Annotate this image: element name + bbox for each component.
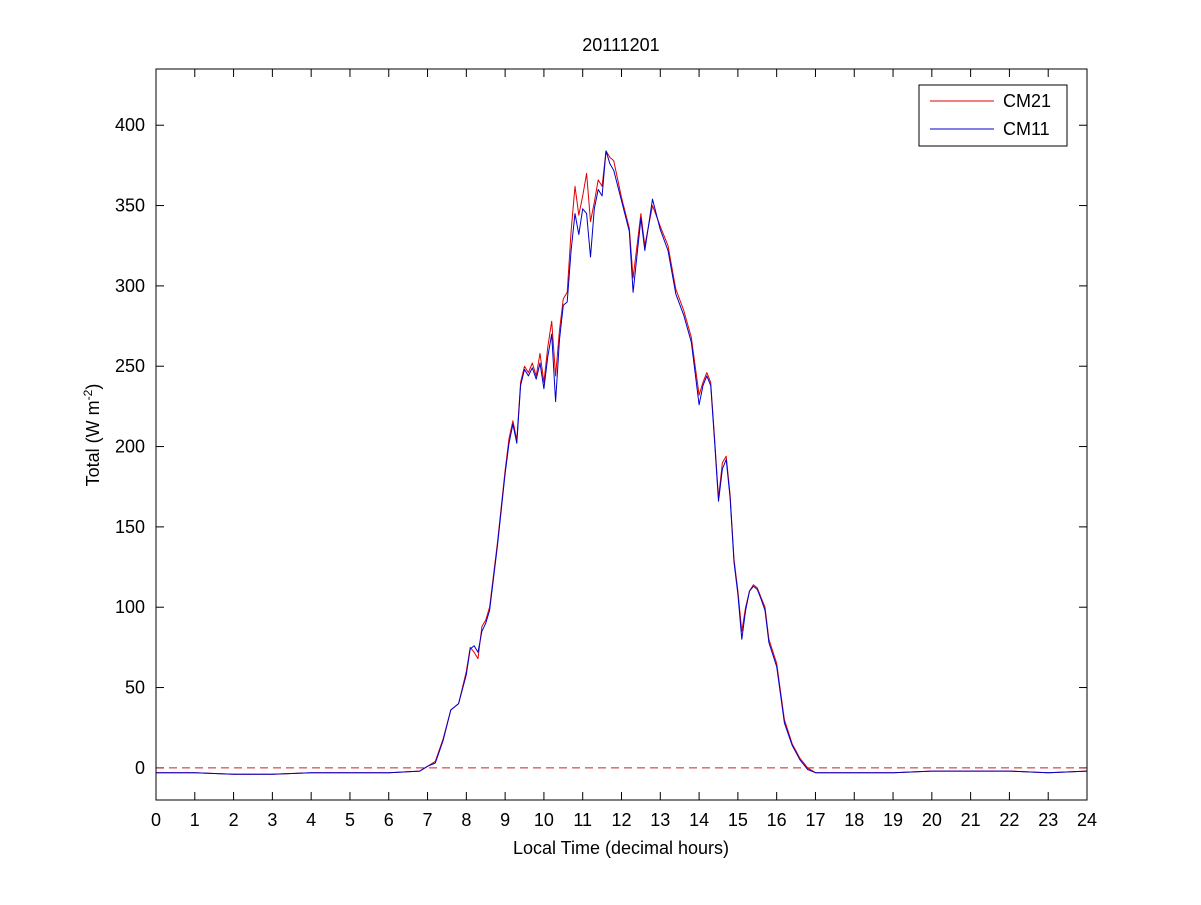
y-tick-label: 100 [115,597,145,617]
y-axis-label-superscript: -2 [81,389,95,400]
x-tick-label: 12 [611,810,631,830]
y-tick-label: 150 [115,517,145,537]
x-tick-label: 22 [999,810,1019,830]
x-tick-label: 3 [267,810,277,830]
y-axis-label: Total (W m-2) [81,384,103,487]
x-tick-label: 9 [500,810,510,830]
legend: CM21 CM11 [918,84,1068,147]
x-tick-label: 8 [461,810,471,830]
y-tick-label: 250 [115,356,145,376]
x-tick-label: 23 [1038,810,1058,830]
series-line-cm21 [156,150,1088,775]
x-tick-label: 4 [306,810,316,830]
y-tick-label: 400 [115,115,145,135]
x-tick-label: 11 [573,810,592,830]
x-tick-label: 20 [922,810,942,830]
x-tick-label: 17 [805,810,825,830]
x-tick-label: 10 [534,810,554,830]
x-tick-label: 14 [689,810,709,830]
x-tick-labels: 0 1 2 3 4 5 6 7 8 9 10 11 12 13 14 15 16 17 18 19 20 21 22 23 24 [151,810,1097,830]
x-tick-label: 16 [767,810,787,830]
y-axis-label-main: Total (W m [83,400,103,486]
x-tick-label: 21 [961,810,981,830]
x-axis-label: Local Time (decimal hours) [513,838,729,858]
chart-title: 20111201 [582,35,659,55]
x-tick-label: 19 [883,810,903,830]
legend-label-cm11: CM11 [1003,119,1050,139]
x-tick-label: 1 [190,810,200,830]
x-tick-label: 5 [345,810,355,830]
x-tick-label: 15 [728,810,748,830]
x-tick-label: 6 [384,810,394,830]
y-tick-label: 350 [115,196,145,216]
y-axis-label-close: ) [83,384,103,390]
legend-box [918,84,1068,147]
y-tick-label: 50 [125,678,145,698]
axis-ticks-group [155,69,1088,800]
x-tick-label: 7 [423,810,433,830]
y-tick-label: 200 [115,437,145,457]
y-tick-labels: 0 50 100 150 200 250 300 350 400 [115,115,145,778]
plot-frame [155,68,1088,801]
x-tick-label: 2 [229,810,239,830]
x-tick-label: 13 [650,810,670,830]
legend-label-cm21: CM21 [1003,91,1051,111]
x-tick-label: 0 [151,810,161,830]
series-line-cm11 [156,150,1088,775]
y-tick-label: 300 [115,276,145,296]
series-group [156,150,1088,775]
y-tick-label: 0 [135,758,145,778]
x-tick-label: 18 [844,810,864,830]
x-tick-label: 24 [1077,810,1097,830]
